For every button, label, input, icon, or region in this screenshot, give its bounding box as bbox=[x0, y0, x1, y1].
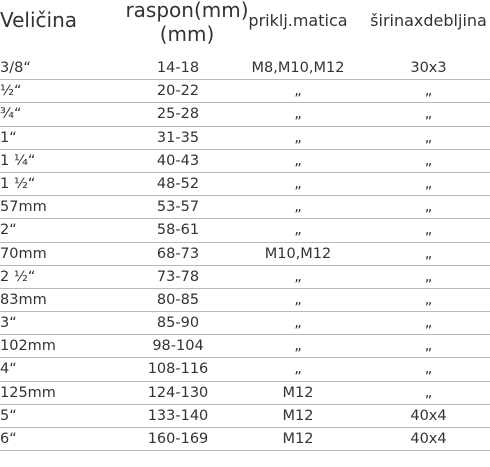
width-thickness-cell: 40x4 bbox=[410, 407, 447, 424]
table-row: 1“ 31-35 „ „ bbox=[0, 127, 490, 150]
size-cell: 1 ¼“ bbox=[0, 152, 36, 169]
range-cell: 20-22 bbox=[156, 83, 200, 100]
table-row: ½“ 20-22 „ „ bbox=[0, 80, 490, 104]
table-row: 2“ 58-61 „ „ bbox=[0, 219, 490, 243]
range-cell: 31-35 bbox=[156, 129, 200, 146]
width-thickness-cell: „ bbox=[424, 83, 433, 100]
width-thickness-cell: „ bbox=[424, 245, 433, 262]
range-cell: 40-43 bbox=[156, 152, 200, 169]
header-prikljucna-matica: priklj.matica bbox=[248, 11, 348, 30]
header-velicina: Veličina bbox=[0, 8, 78, 32]
table-row: 125mm 124-130 M12 „ bbox=[0, 382, 490, 405]
size-cell: 5“ bbox=[0, 407, 17, 424]
range-cell: 160-169 bbox=[147, 431, 209, 447]
size-cell: 102mm bbox=[0, 338, 56, 355]
table-row: 57mm 53-57 „ „ bbox=[0, 196, 490, 220]
range-cell: 14-18 bbox=[156, 60, 200, 76]
table-row: 4“ 108-116 „ „ bbox=[0, 358, 490, 382]
size-cell: ½“ bbox=[0, 83, 22, 100]
nut-cell: M10,M12 bbox=[264, 245, 332, 262]
width-thickness-cell: „ bbox=[424, 384, 433, 401]
size-cell: 3/8“ bbox=[0, 60, 31, 76]
nut-cell: „ bbox=[294, 338, 302, 355]
width-thickness-cell: „ bbox=[424, 361, 433, 378]
nut-cell: „ bbox=[294, 268, 302, 285]
range-cell: 25-28 bbox=[156, 106, 200, 123]
table-row: 3“ 85-90 „ „ bbox=[0, 312, 490, 336]
table-header: Veličina raspon(mm) (mm) priklj.matica š… bbox=[0, 0, 490, 57]
range-cell: 85-90 bbox=[156, 315, 200, 332]
range-cell: 53-57 bbox=[156, 199, 200, 216]
size-cell: 6“ bbox=[0, 431, 17, 447]
width-thickness-cell: „ bbox=[424, 129, 433, 146]
size-cell: 2 ½“ bbox=[0, 268, 36, 285]
size-cell: 2“ bbox=[0, 222, 17, 239]
nut-cell: „ bbox=[294, 129, 302, 146]
table-row: 1 ¼“ 40-43 „ „ bbox=[0, 150, 490, 173]
range-cell: 80-85 bbox=[156, 291, 200, 308]
nut-cell: „ bbox=[294, 291, 302, 308]
size-cell: 4“ bbox=[0, 361, 17, 378]
size-cell: 57mm bbox=[0, 199, 47, 216]
nut-cell: M12 bbox=[282, 407, 314, 424]
range-cell: 124-130 bbox=[147, 384, 209, 401]
header-raspon: raspon(mm) (mm) bbox=[102, 0, 272, 46]
size-cell: 125mm bbox=[0, 384, 56, 401]
range-cell: 68-73 bbox=[156, 245, 200, 262]
table-row: 6“ 160-169 M12 40x4 bbox=[0, 428, 490, 452]
width-thickness-cell: „ bbox=[424, 106, 433, 123]
size-cell: 3“ bbox=[0, 315, 17, 332]
table-body: 3/8“ 14-18 M8,M10,M12 30x3 ½“ 20-22 „ „ ¾“ 25-28 „… bbox=[0, 57, 490, 452]
width-thickness-cell: „ bbox=[424, 175, 433, 192]
size-cell: 1 ½“ bbox=[0, 175, 36, 192]
size-cell: 70mm bbox=[0, 245, 47, 262]
width-thickness-cell: „ bbox=[424, 152, 433, 169]
nut-cell: „ bbox=[294, 83, 302, 100]
nut-cell: M12 bbox=[282, 384, 314, 401]
width-thickness-cell: „ bbox=[424, 199, 433, 216]
width-thickness-cell: „ bbox=[424, 291, 433, 308]
nut-cell: „ bbox=[294, 315, 302, 332]
width-thickness-cell: 40x4 bbox=[410, 431, 447, 447]
nut-cell: „ bbox=[294, 106, 302, 123]
table-row: 5“ 133-140 M12 40x4 bbox=[0, 405, 490, 428]
table-row: 83mm 80-85 „ „ bbox=[0, 289, 490, 313]
range-cell: 133-140 bbox=[147, 407, 209, 424]
nut-cell: M8,M10,M12 bbox=[251, 60, 345, 76]
nut-cell: „ bbox=[294, 175, 302, 192]
table-row: 102mm 98-104 „ „ bbox=[0, 335, 490, 359]
width-thickness-cell: „ bbox=[424, 338, 433, 355]
nut-cell: „ bbox=[294, 152, 302, 169]
width-thickness-cell: „ bbox=[424, 315, 433, 332]
range-cell: 73-78 bbox=[156, 268, 200, 285]
header-raspon-line1: raspon(mm) bbox=[125, 0, 249, 22]
table-row: 1 ½“ 48-52 „ „ bbox=[0, 173, 490, 197]
nut-cell: „ bbox=[294, 222, 302, 239]
size-cell: 83mm bbox=[0, 291, 47, 308]
width-thickness-cell: 30x3 bbox=[410, 60, 447, 76]
size-cell: 1“ bbox=[0, 129, 17, 146]
nut-cell: M12 bbox=[282, 431, 314, 447]
width-thickness-cell: „ bbox=[424, 222, 433, 239]
range-cell: 98-104 bbox=[152, 338, 204, 355]
table-row: 2 ½“ 73-78 „ „ bbox=[0, 266, 490, 289]
header-raspon-line2: (mm) bbox=[159, 22, 215, 46]
width-thickness-cell: „ bbox=[424, 268, 433, 285]
size-cell: ¾“ bbox=[0, 106, 22, 123]
range-cell: 48-52 bbox=[156, 175, 200, 192]
table-row: 3/8“ 14-18 M8,M10,M12 30x3 bbox=[0, 57, 490, 81]
table-row: 70mm 68-73 M10,M12 „ bbox=[0, 243, 490, 266]
nut-cell: „ bbox=[294, 361, 302, 378]
table-row: ¾“ 25-28 „ „ bbox=[0, 103, 490, 127]
range-cell: 58-61 bbox=[156, 222, 200, 239]
nut-cell: „ bbox=[294, 199, 302, 216]
header-sirina-debljina: širinaxdebljina bbox=[370, 11, 487, 30]
range-cell: 108-116 bbox=[147, 361, 209, 378]
